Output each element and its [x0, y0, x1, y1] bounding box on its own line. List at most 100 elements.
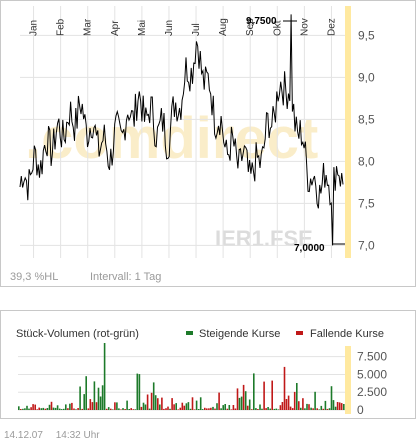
- month-label: Mar: [83, 18, 94, 36]
- volume-bar-rising: [83, 394, 85, 410]
- volume-bar-rising: [212, 406, 214, 410]
- volume-bar-falling: [95, 402, 98, 410]
- month-label: Okt: [272, 20, 283, 36]
- volume-bar-rising: [259, 404, 261, 410]
- volume-bar-rising: [197, 409, 200, 410]
- month-label: Sep: [245, 18, 256, 36]
- volume-bar-falling: [322, 408, 325, 410]
- volume-bar-falling: [171, 398, 173, 410]
- high-label: 9,7500: [246, 16, 277, 27]
- volume-bar-falling: [157, 398, 159, 410]
- volume-bar-falling: [20, 409, 22, 410]
- volume-bar-falling: [287, 395, 290, 410]
- legend-rising-swatch: [186, 331, 193, 335]
- volume-bar-rising: [224, 404, 226, 410]
- volume-bar-rising: [175, 403, 177, 410]
- volume-bar-falling: [30, 407, 32, 410]
- volume-bar-rising: [138, 374, 141, 410]
- volume-bar-rising: [40, 408, 43, 410]
- volume-bar-rising: [142, 402, 145, 410]
- volume-bar-falling: [50, 401, 53, 410]
- month-label: Jul: [191, 23, 202, 36]
- volume-bar-rising: [116, 402, 118, 410]
- volume-bar-rising: [334, 406, 337, 410]
- volume-bar-rising: [26, 405, 28, 410]
- volume-bar-rising: [216, 403, 218, 410]
- volume-bar-falling: [167, 406, 169, 410]
- volume-bar-rising: [238, 397, 241, 410]
- volume-bar-falling: [177, 409, 179, 410]
- volume-bar-falling: [338, 402, 341, 410]
- volume-bar-rising: [185, 403, 188, 410]
- footer-time: 14:32 Uhr: [55, 430, 100, 441]
- volume-bar-rising: [320, 405, 323, 410]
- volume-bar-rising: [152, 382, 155, 410]
- volume-bar-falling: [32, 404, 34, 410]
- volume-bar-rising: [195, 400, 198, 410]
- volume-bar-rising: [54, 407, 57, 410]
- volume-bar-rising: [107, 407, 110, 410]
- accent-strip: [345, 6, 351, 258]
- volume-bar-rising: [58, 408, 61, 410]
- month-label: Apr: [110, 20, 121, 36]
- month-label: Jan: [29, 20, 40, 36]
- month-label: Nov: [299, 18, 310, 36]
- volume-bar-rising: [273, 408, 276, 410]
- interval-text: Intervall: 1 Tag: [90, 271, 161, 283]
- volume-title: Stück-Volumen (rot-grün): [16, 328, 139, 340]
- volume-bar-falling: [89, 399, 92, 410]
- volume-bar-falling: [230, 409, 233, 410]
- volume-bar-rising: [300, 407, 302, 410]
- volume-bar-rising: [189, 408, 192, 410]
- volume-bar-falling: [232, 405, 235, 410]
- volume-bar-rising: [244, 391, 247, 410]
- volume-bar-falling: [34, 404, 36, 410]
- volume-bar-falling: [124, 409, 126, 410]
- volume-bar-falling: [120, 409, 122, 410]
- volume-bar-rising: [42, 407, 45, 410]
- volume-bar-falling: [173, 404, 175, 410]
- volume-bar-falling: [281, 402, 284, 410]
- volume-bar-falling: [210, 407, 212, 410]
- volume-tick-label: 2.500: [357, 385, 387, 399]
- volume-bar-falling: [44, 408, 47, 410]
- volume-bar-falling: [336, 402, 339, 410]
- volume-bar-rising: [122, 408, 124, 410]
- volume-bar-rising: [65, 404, 67, 410]
- month-label: Aug: [218, 18, 229, 36]
- volume-bar-falling: [265, 408, 267, 410]
- volume-bar-falling: [36, 409, 38, 410]
- volume-bar-rising: [261, 408, 263, 410]
- volume-bar-rising: [248, 399, 251, 410]
- isin-watermark: IER1.FSE: [215, 226, 313, 251]
- volume-bar-falling: [208, 408, 210, 410]
- month-label: Feb: [56, 18, 67, 36]
- volume-bar-rising: [318, 409, 320, 410]
- volume-bar-rising: [310, 407, 312, 410]
- volume-bar-rising: [253, 373, 255, 410]
- volume-bar-rising: [128, 409, 130, 410]
- volume-bar-rising: [240, 396, 243, 410]
- volume-bar-rising: [269, 408, 271, 410]
- volume-bar-falling: [289, 406, 292, 410]
- volume-bar-rising: [134, 409, 137, 410]
- legend-falling-swatch: [296, 331, 303, 335]
- volume-bar-rising: [328, 408, 331, 410]
- price-tick-label: 8,0: [358, 154, 375, 168]
- volume-bar-falling: [285, 399, 288, 410]
- volume-bar-falling: [308, 404, 310, 410]
- volume-bar-falling: [38, 407, 40, 410]
- volume-bar-falling: [163, 408, 165, 410]
- volume-bar-rising: [314, 391, 316, 410]
- volume-bar-rising: [148, 408, 151, 410]
- volume-bar-falling: [87, 408, 90, 410]
- volume-tick-label: 5.000: [357, 367, 387, 381]
- volume-bar-rising: [99, 396, 102, 410]
- volume-bar-falling: [67, 408, 69, 410]
- volume-bar-rising: [56, 405, 59, 410]
- footer-date: 14.12.07: [4, 430, 43, 441]
- volume-bar-falling: [316, 408, 318, 410]
- legend-falling: Fallende Kurse: [310, 328, 384, 340]
- volume-bar-falling: [140, 406, 143, 410]
- volume-bar-rising: [159, 404, 161, 410]
